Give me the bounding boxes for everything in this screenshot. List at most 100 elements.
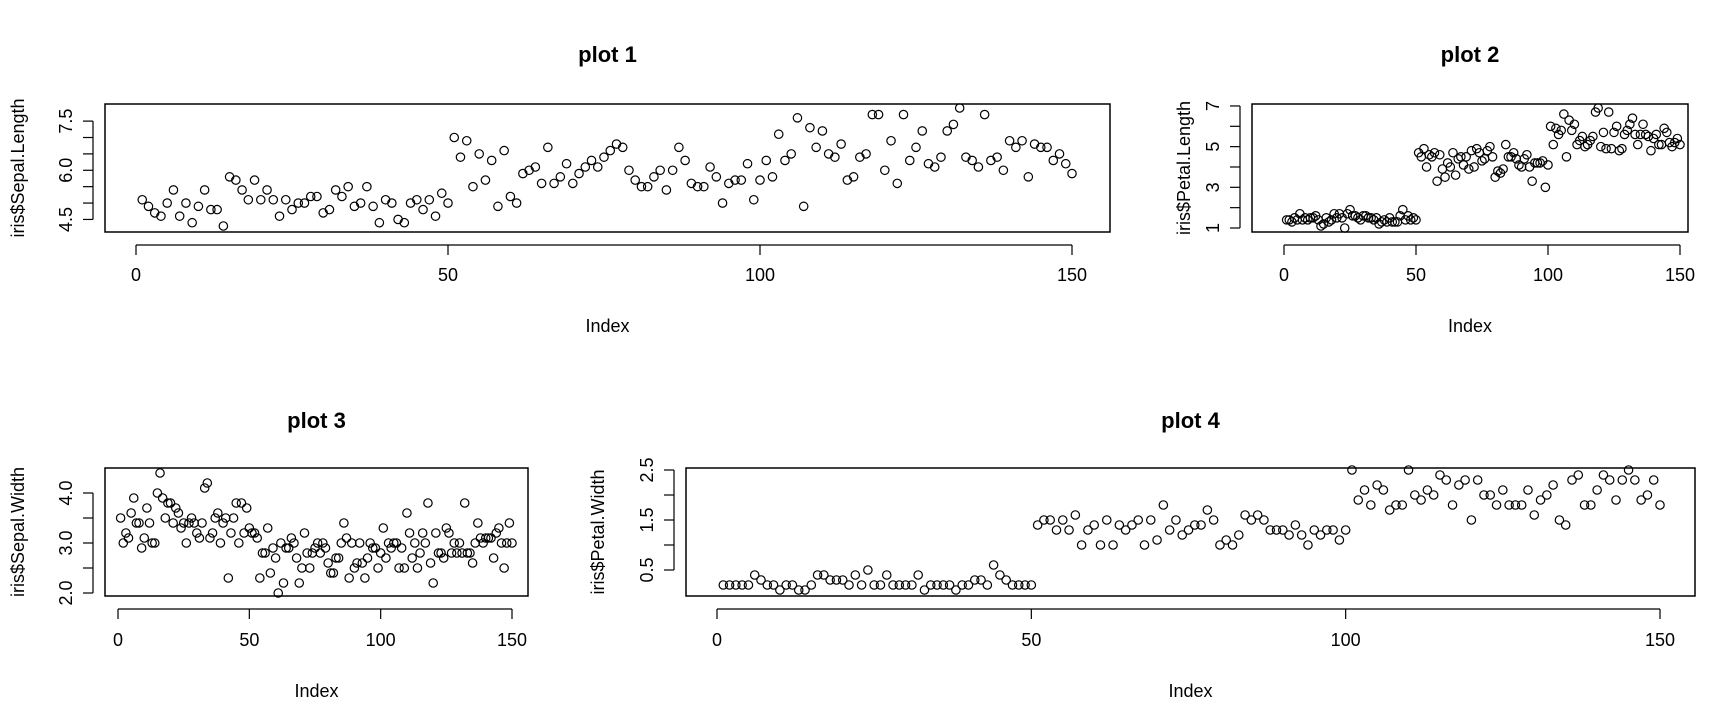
- data-point: [1640, 129, 1651, 140]
- data-point: [1060, 158, 1071, 169]
- data-point: [199, 483, 210, 493]
- data-point: [1435, 470, 1445, 480]
- data-point: [599, 152, 609, 162]
- data-point: [173, 508, 184, 518]
- data-point: [1083, 525, 1093, 535]
- data-point: [1120, 525, 1131, 535]
- data-point: [1567, 475, 1577, 485]
- data-point: [1651, 129, 1662, 140]
- data-point: [1516, 500, 1527, 510]
- x-tick-label: 0: [712, 630, 722, 650]
- data-point: [1403, 465, 1414, 475]
- data-point: [1372, 480, 1382, 490]
- data-point: [404, 528, 415, 538]
- data-point: [1054, 149, 1065, 159]
- data-point: [561, 158, 572, 169]
- data-point: [1545, 121, 1556, 132]
- y-axis-label: iris$Petal.Length: [1174, 101, 1194, 235]
- data-point: [1450, 170, 1461, 180]
- data-point: [1556, 125, 1566, 136]
- data-point: [1001, 575, 1011, 585]
- data-point: [1366, 213, 1376, 223]
- data-point: [879, 165, 890, 176]
- y-tick-label: 2.0: [56, 580, 76, 605]
- data-point: [1593, 103, 1603, 113]
- data-point: [1011, 142, 1021, 153]
- data-point: [748, 194, 759, 205]
- data-point: [973, 162, 984, 172]
- data-point: [470, 538, 481, 548]
- data-point: [318, 538, 328, 548]
- data-point: [856, 580, 867, 590]
- data-point: [1422, 485, 1433, 495]
- data-point: [499, 563, 509, 573]
- data-point: [1326, 215, 1337, 225]
- data-point: [459, 498, 470, 508]
- data-point: [718, 580, 729, 590]
- data-point: [493, 201, 503, 212]
- data-point: [781, 580, 791, 590]
- data-point: [948, 119, 959, 130]
- data-point: [1554, 515, 1565, 525]
- data-point: [420, 538, 431, 548]
- data-point: [1638, 119, 1648, 130]
- data-point: [1064, 525, 1074, 535]
- data-point: [436, 188, 447, 199]
- data-point: [1042, 142, 1052, 153]
- data-point: [1464, 164, 1474, 174]
- y-tick-label: 1.5: [637, 507, 657, 532]
- data-point: [187, 217, 197, 228]
- data-point: [580, 162, 591, 172]
- data-point: [1048, 155, 1059, 166]
- data-point: [811, 142, 821, 153]
- data-point: [898, 109, 909, 120]
- data-point: [139, 533, 150, 543]
- data-point: [1529, 510, 1540, 520]
- data-point: [302, 548, 312, 558]
- data-point: [454, 538, 465, 548]
- data-point: [344, 573, 354, 583]
- data-point: [1004, 135, 1015, 146]
- data-point: [507, 538, 517, 548]
- chart-title: plot 2: [1441, 42, 1500, 67]
- data-point: [800, 585, 810, 595]
- data-point: [399, 563, 410, 573]
- data-point: [1566, 125, 1577, 136]
- data-point: [425, 558, 436, 568]
- data-point: [850, 570, 861, 580]
- data-point: [1655, 500, 1665, 510]
- data-point: [749, 570, 760, 580]
- plot-frame: [104, 467, 529, 597]
- data-point: [605, 145, 616, 156]
- data-point: [1460, 475, 1470, 485]
- data-point: [756, 575, 766, 585]
- data-point: [474, 149, 484, 159]
- data-point: [418, 204, 428, 215]
- data-point: [128, 493, 139, 503]
- y-tick-label: 6.0: [56, 158, 76, 183]
- chart-title: plot 3: [287, 408, 346, 433]
- data-point: [160, 513, 171, 523]
- data-point: [357, 558, 368, 568]
- data-point: [1345, 204, 1355, 215]
- data-point: [291, 553, 302, 563]
- data-point: [189, 518, 199, 528]
- data-point: [1361, 210, 1371, 221]
- x-tick-label: 150: [497, 630, 527, 650]
- data-point: [131, 518, 142, 528]
- y-tick-label: 3: [1203, 182, 1223, 192]
- data-point: [1057, 515, 1068, 525]
- data-point: [325, 568, 336, 578]
- data-point: [181, 538, 192, 548]
- data-point: [1139, 540, 1150, 550]
- data-point: [260, 548, 270, 558]
- data-point: [155, 468, 165, 478]
- data-point: [711, 172, 722, 182]
- data-point: [1469, 162, 1479, 172]
- data-point: [486, 155, 497, 166]
- data-point: [1542, 490, 1552, 500]
- data-point: [305, 191, 316, 202]
- data-point: [123, 533, 134, 543]
- data-point: [831, 575, 842, 585]
- data-point: [830, 152, 840, 162]
